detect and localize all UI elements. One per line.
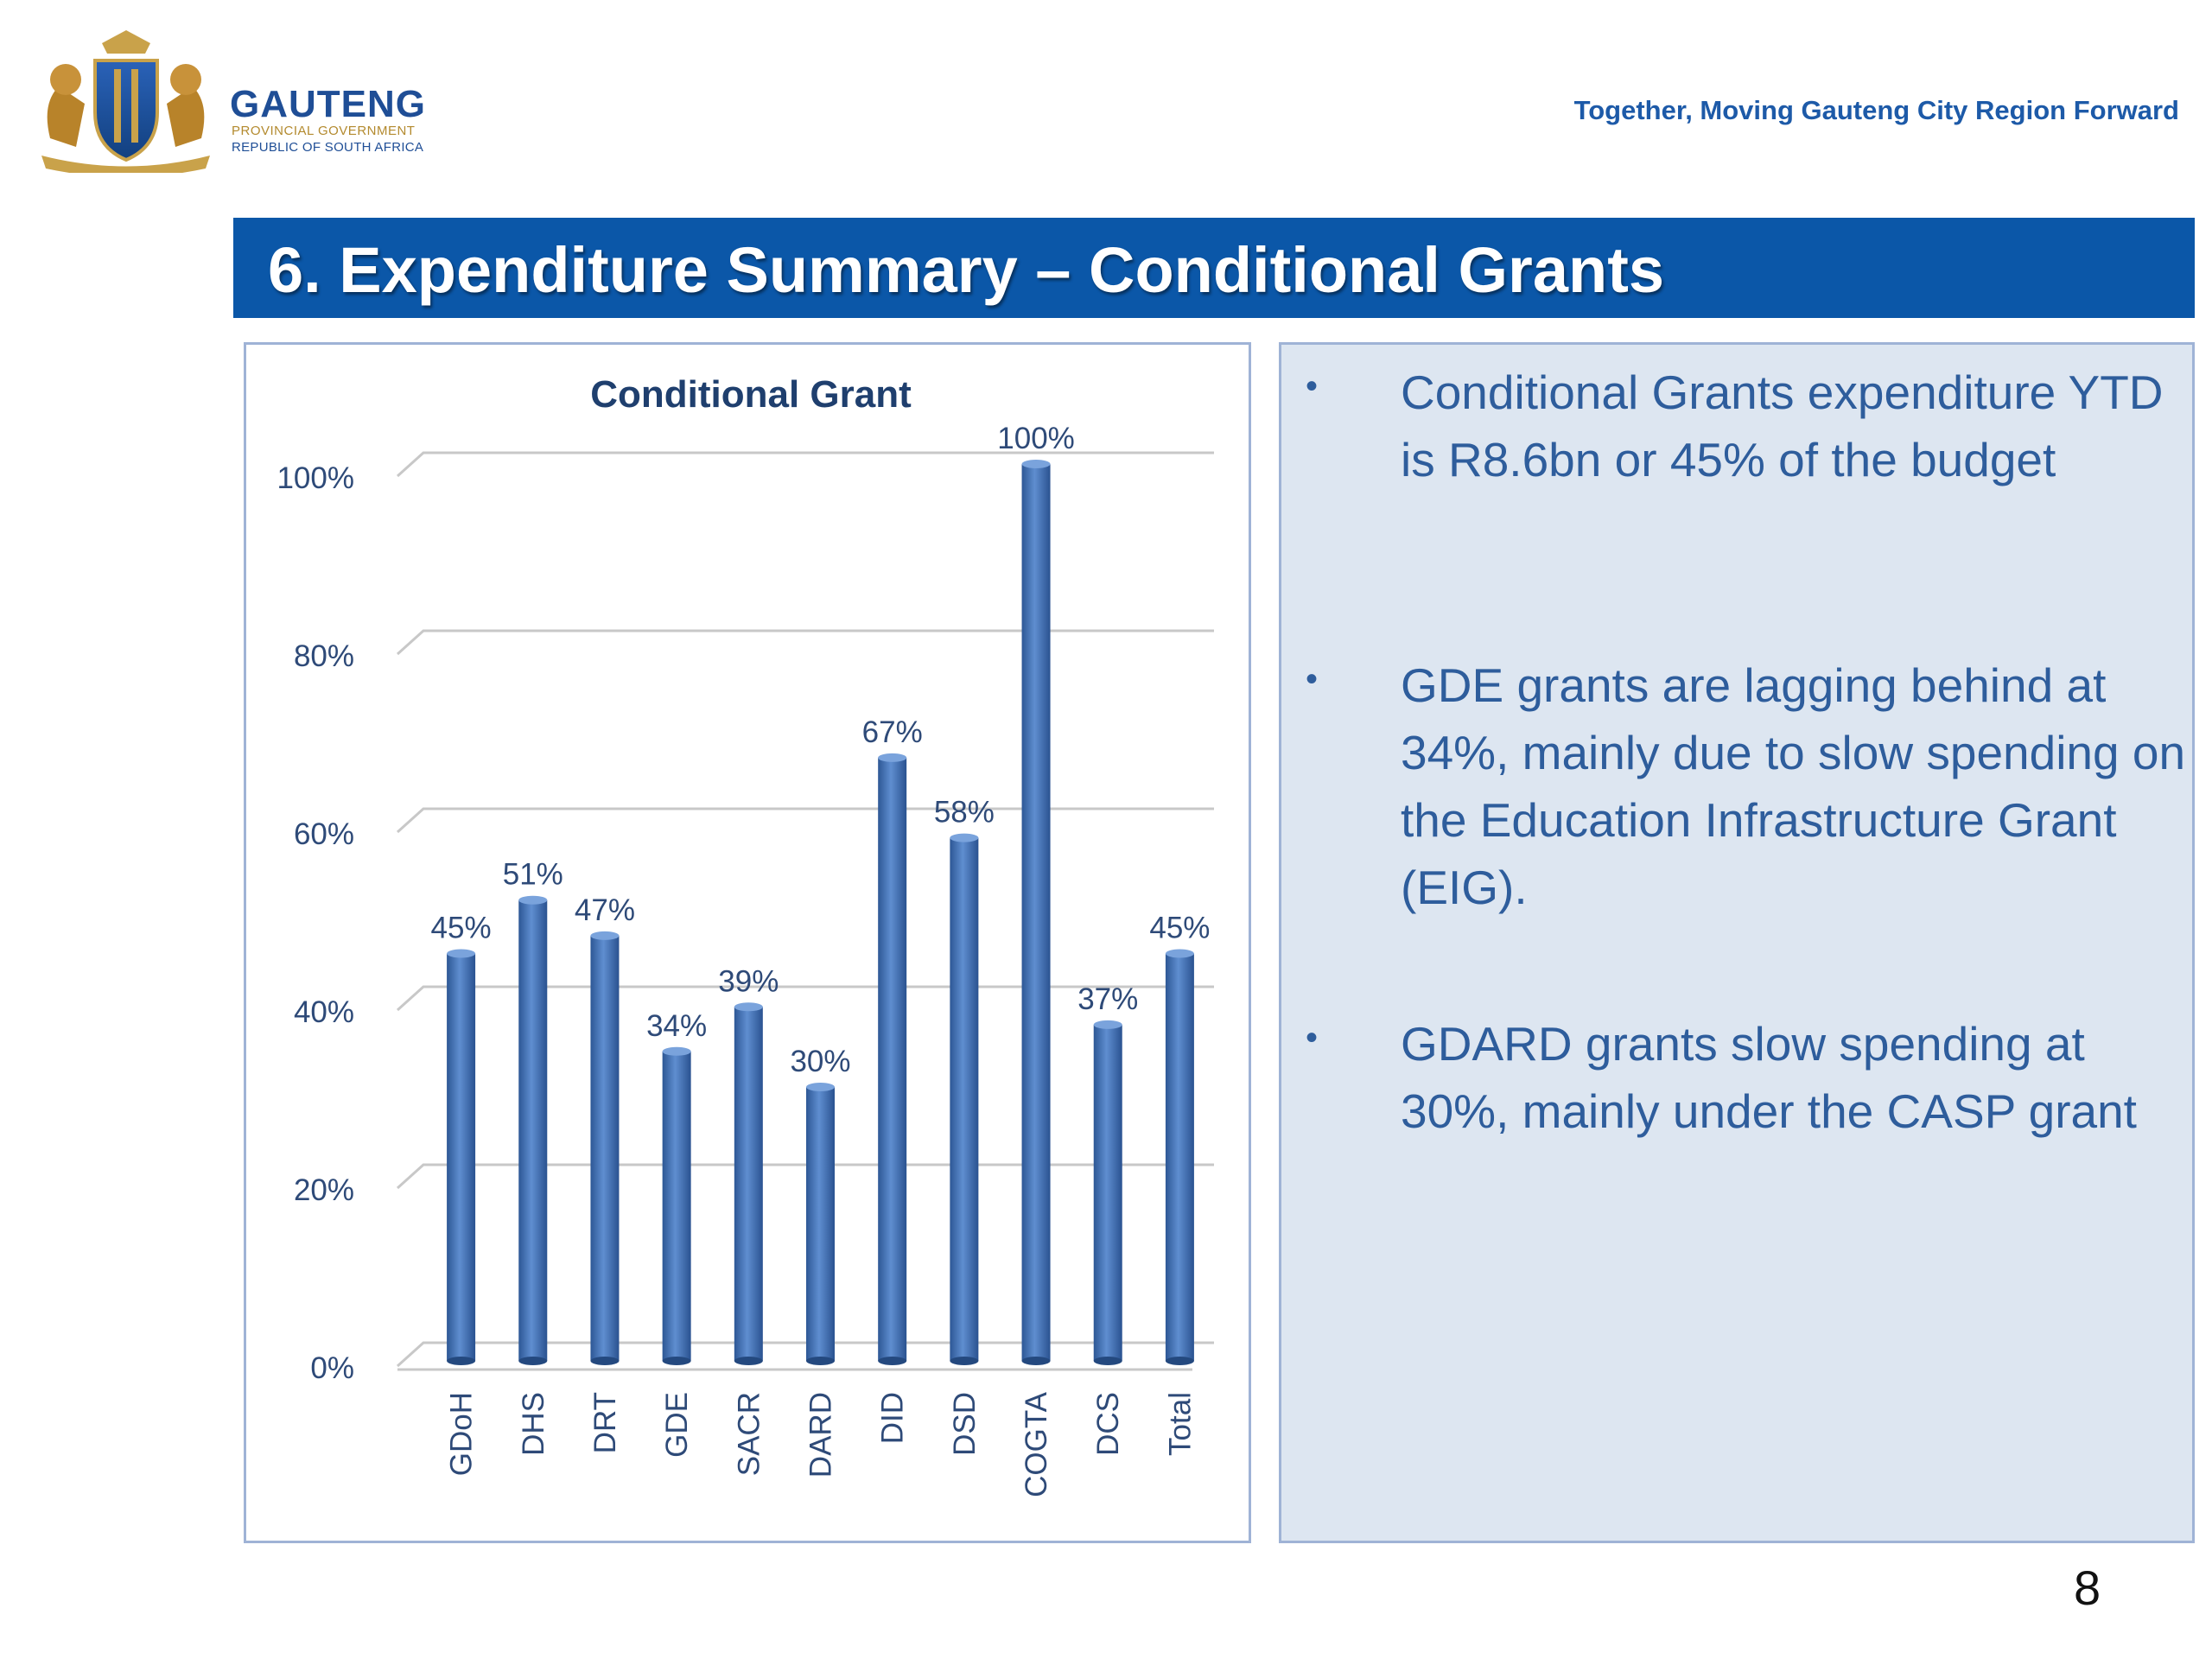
bar-base: [950, 1357, 979, 1365]
x-tick-label: DRT: [588, 1392, 622, 1453]
bullet-text: GDARD grants slow spending at 30%, mainl…: [1401, 1017, 2137, 1138]
bar-body: [878, 757, 907, 1361]
bar-base: [878, 1357, 907, 1365]
bullet-dot-icon: •: [1306, 660, 1319, 698]
bar-top: [518, 895, 548, 905]
slide-title: 6. Expenditure Summary – Conditional Gra…: [268, 234, 1665, 306]
bar-body: [1021, 464, 1051, 1361]
data-label: 58%: [934, 796, 995, 830]
commentary-panel: • Conditional Grants expenditure YTD is …: [1279, 342, 2195, 1543]
bar-base: [662, 1357, 691, 1365]
y-tick-label: 60%: [294, 817, 354, 851]
y-tick-label: 100%: [276, 461, 354, 495]
bar-base: [734, 1357, 763, 1365]
bar-body: [662, 1051, 691, 1361]
x-tick-label: DCS: [1091, 1392, 1125, 1456]
bullet-dot-icon: •: [1306, 367, 1319, 405]
bar-top: [950, 833, 979, 842]
data-label: 39%: [718, 964, 779, 998]
chart-panel: Conditional Grant 0% 20% 40% 60% 80% 100% 45% G…: [244, 342, 1251, 1543]
gridline: [396, 807, 1214, 834]
data-label: 34%: [646, 1009, 707, 1043]
y-tick-label: 20%: [294, 1173, 354, 1207]
x-tick-label: GDE: [660, 1392, 694, 1458]
bar-top: [662, 1046, 691, 1056]
tagline: Together, Moving Gauteng City Region For…: [1573, 95, 2179, 125]
bar-base: [1165, 1357, 1194, 1365]
bar-top: [806, 1083, 835, 1091]
bar-base: [518, 1357, 548, 1365]
bar: [1165, 949, 1194, 1365]
bar-chart: Conditional Grant 0% 20% 40% 60% 80% 100% 45% G…: [276, 373, 1214, 1497]
bar: [806, 1083, 835, 1365]
bar-top: [734, 1002, 763, 1012]
slide-title-bar: 6. Expenditure Summary – Conditional Gra…: [233, 218, 2195, 318]
data-label: 37%: [1077, 982, 1138, 1016]
chart-title: Conditional Grant: [590, 373, 912, 416]
data-label: 100%: [997, 422, 1075, 455]
x-tick-label: DHS: [517, 1392, 550, 1456]
y-tick-label: 0%: [310, 1351, 354, 1385]
x-tick-label: COGTA: [1020, 1391, 1053, 1497]
bar-base: [1021, 1357, 1051, 1365]
bar: [662, 1046, 691, 1365]
logo-country: REPUBLIC OF SOUTH AFRICA: [232, 140, 424, 155]
bar: [1093, 1020, 1122, 1365]
logo-name: GAUTENG: [230, 83, 426, 125]
bar-base: [1093, 1357, 1122, 1365]
x-tick-label: GDoH: [445, 1392, 479, 1476]
bar: [590, 931, 620, 1365]
page-number: 8: [2074, 1560, 2101, 1615]
data-label: 30%: [790, 1045, 850, 1078]
data-label: 45%: [1149, 912, 1210, 945]
bar-base: [806, 1357, 835, 1365]
bar-top: [1021, 460, 1051, 468]
bar-top: [1093, 1020, 1122, 1029]
bar-body: [806, 1087, 835, 1361]
bar-base: [590, 1357, 620, 1365]
data-label: 51%: [503, 858, 563, 892]
bar-top: [878, 753, 907, 762]
bar-base: [447, 1357, 476, 1365]
gauteng-logo: GAUTENG PROVINCIAL GOVERNMENT REPUBLIC O…: [24, 26, 430, 173]
y-tick-label: 80%: [294, 639, 354, 673]
x-tick-label: DID: [876, 1392, 910, 1444]
data-label: 45%: [431, 912, 492, 945]
data-label: 47%: [575, 893, 635, 927]
logo-subtitle: PROVINCIAL GOVERNMENT: [232, 124, 416, 138]
bullet-text: GDE grants are lagging behind at 34%, ma…: [1401, 658, 2186, 914]
bar: [1021, 460, 1051, 1365]
bar-body: [1165, 953, 1194, 1361]
bar-body: [518, 899, 548, 1361]
bullet-text: Conditional Grants expenditure YTD is R8…: [1401, 365, 2164, 486]
bar-body: [950, 837, 979, 1361]
bar: [447, 949, 476, 1365]
bar-top: [447, 949, 476, 958]
x-tick-label: DARD: [804, 1392, 838, 1478]
coat-of-arms-icon: [41, 30, 210, 173]
x-tick-label: Total: [1163, 1392, 1197, 1456]
x-tick-label: SACR: [732, 1392, 766, 1476]
bar-top: [1165, 949, 1194, 958]
bar-body: [734, 1007, 763, 1361]
gridline: [396, 629, 1214, 656]
bar: [950, 833, 979, 1365]
bar-body: [1093, 1024, 1122, 1361]
bar: [878, 753, 907, 1365]
bar-body: [447, 953, 476, 1361]
bar-body: [590, 935, 620, 1361]
bar: [734, 1002, 763, 1365]
x-tick-label: DSD: [948, 1392, 982, 1456]
bar-top: [590, 931, 620, 940]
bullet-dot-icon: •: [1306, 1019, 1319, 1057]
gridline: [396, 451, 1214, 478]
y-tick-label: 40%: [294, 995, 354, 1029]
bar: [518, 895, 548, 1365]
data-label: 67%: [862, 715, 923, 749]
